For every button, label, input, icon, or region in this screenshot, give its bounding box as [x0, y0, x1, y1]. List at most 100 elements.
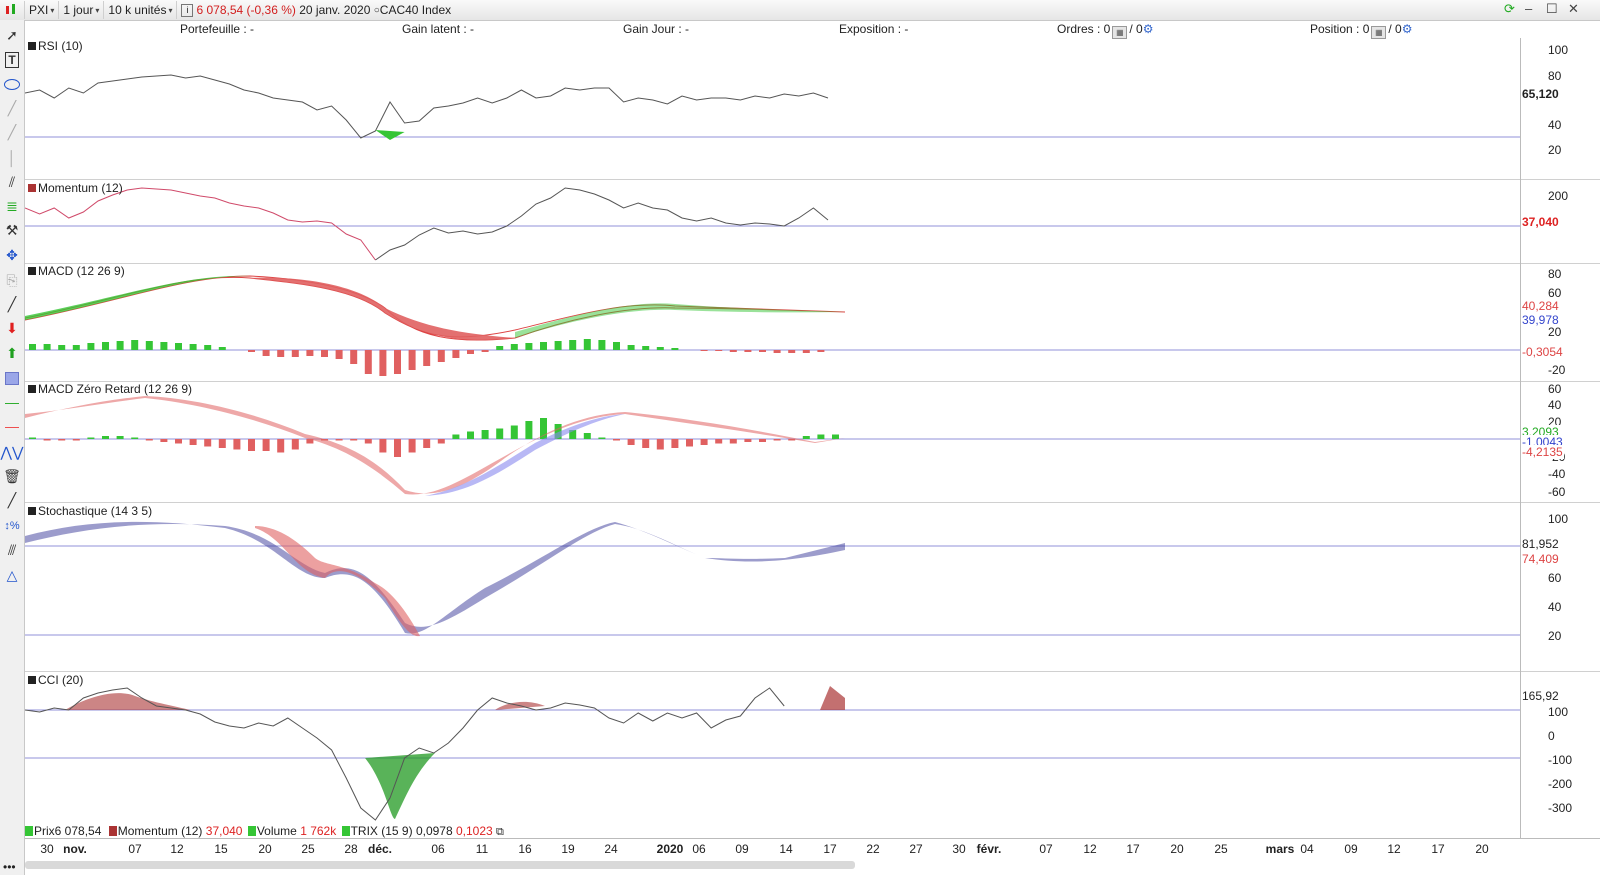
windows-icon[interactable]: ⧉: [496, 826, 504, 838]
gear-icon[interactable]: ⚙: [1142, 22, 1154, 36]
gear-icon[interactable]: ⚙: [1401, 22, 1413, 36]
info-icon[interactable]: i: [181, 3, 194, 17]
regression-icon[interactable]: ⫻: [7, 541, 17, 558]
fibonacci-icon[interactable]: ⫽: [8, 173, 16, 190]
units-selector[interactable]: 10 k unités ▾: [104, 1, 178, 19]
pane-separator[interactable]: [25, 179, 1600, 180]
macd-histogram-bar: [160, 342, 168, 350]
macd-histogram-bar: [540, 342, 547, 350]
cci-pane-title[interactable]: CCI (20): [28, 673, 83, 687]
hline-green-icon[interactable]: —: [5, 394, 19, 410]
date-axis[interactable]: 30 nov. 07 12 15 20 25 28 déc. 06 11 16 19 24 2020 06 09…: [25, 838, 1600, 859]
more-icon[interactable]: •••: [3, 860, 16, 874]
macdzr-histogram-bar: [262, 439, 270, 451]
macdzr-histogram-bar: [145, 439, 153, 441]
maximize-icon[interactable]: ☐: [1546, 1, 1558, 16]
indicator-chart-area[interactable]: [25, 38, 1520, 838]
minimize-icon[interactable]: –: [1525, 1, 1533, 16]
percent-icon[interactable]: ↕%: [4, 520, 20, 532]
axis-label: 80: [1548, 69, 1562, 83]
symbol-label: PXI: [29, 3, 49, 17]
date-tick-label: 17: [823, 842, 837, 856]
momentum-legend-label[interactable]: Momentum (12): [117, 824, 203, 838]
macd-pane-title[interactable]: MACD (12 26 9): [28, 264, 125, 278]
axis-label: 20: [1548, 143, 1562, 157]
volume-label[interactable]: Volume: [256, 824, 297, 838]
vertical-line-icon[interactable]: │: [7, 150, 17, 166]
macd-histogram-bar: [218, 347, 226, 350]
position-group: Position : 0 ▦/ 0⚙: [1310, 22, 1412, 39]
line-tool-icon[interactable]: ╱: [7, 99, 17, 116]
series-color-icon: [28, 42, 36, 50]
date-tick-label: 20: [258, 842, 272, 856]
date-tick-label: 17: [1126, 842, 1140, 856]
trix-label[interactable]: TRIX (15 9): [350, 824, 413, 838]
momentum-pane-title[interactable]: Momentum (12): [28, 181, 123, 195]
units-label: 10 k unités: [108, 3, 167, 17]
series-color-icon: [28, 385, 36, 393]
macd-histogram-bar: [87, 343, 95, 350]
macd-histogram-bar: [364, 350, 372, 374]
chevron-down-icon: ▾: [95, 5, 100, 15]
move-icon[interactable]: ✥: [6, 246, 18, 263]
macdzr-area: [25, 396, 845, 495]
series-color-icon: [28, 184, 36, 192]
pane-separator[interactable]: [25, 671, 1600, 672]
macd-histogram-bar: [437, 350, 445, 362]
trash-icon[interactable]: 🗑: [3, 467, 21, 484]
prix-label[interactable]: Prix: [34, 824, 55, 838]
gann-icon[interactable]: ≣: [6, 197, 18, 214]
date-tick-label: 27: [909, 842, 923, 856]
macdzr-histogram-bar: [423, 439, 431, 448]
refresh-icon[interactable]: ⟳: [1504, 1, 1515, 16]
macd-histogram-bar: [715, 350, 723, 351]
price-axis[interactable]: [1520, 38, 1600, 838]
symbol-selector[interactable]: PXI ▾: [25, 1, 60, 19]
brush-icon[interactable]: ╱: [7, 491, 17, 508]
hline-red-icon[interactable]: —: [5, 418, 19, 434]
select-arrow-icon[interactable]: ➚: [6, 26, 18, 43]
rsi-pane-title[interactable]: RSI (10): [28, 39, 83, 53]
copy-icon[interactable]: ⎘: [6, 271, 18, 288]
rectangle-icon[interactable]: [2, 368, 22, 388]
date-tick-label: 11: [475, 842, 489, 856]
position-book-icon[interactable]: ▦: [1371, 26, 1387, 39]
date-tick-label: 24: [604, 842, 618, 856]
quote-info: i 6 078,54 (-0,36 %) 20 janv. 2020 ○ CAC…: [177, 1, 455, 19]
macdzr-pane-title[interactable]: MACD Zéro Retard (12 26 9): [28, 382, 192, 396]
wave-icon[interactable]: ⋀⋁: [0, 443, 24, 460]
triangle-icon[interactable]: △: [6, 566, 18, 583]
close-icon[interactable]: ✕: [1568, 1, 1579, 16]
pane-separator[interactable]: [25, 263, 1600, 264]
macd-histogram-bar: [248, 350, 255, 352]
axis-label: 60: [1548, 571, 1562, 585]
pencil-icon[interactable]: ╱: [7, 295, 17, 312]
macdzr-bull-area: [425, 414, 625, 496]
macdzr-histogram-bar: [671, 439, 679, 448]
macdzr-histogram-bar: [218, 439, 226, 448]
macdzr-histogram-bar: [802, 436, 810, 439]
axis-label: -60: [1548, 485, 1566, 499]
date-tick-label: 2020: [656, 842, 684, 856]
date-tick-label: 06: [692, 842, 706, 856]
period-selector[interactable]: 1 jour ▾: [59, 1, 105, 19]
buy-arrow-icon[interactable]: ⬆: [6, 344, 18, 361]
order-book-icon[interactable]: ▦: [1112, 26, 1128, 39]
axis-label: 40: [1548, 600, 1562, 614]
chart-type-icon[interactable]: [0, 1, 25, 19]
pitchfork-icon[interactable]: ⚒: [5, 221, 19, 238]
trendline-icon[interactable]: ╱: [7, 123, 17, 140]
axis-label: 40: [1548, 118, 1562, 132]
rsi-value-tag: 65,120: [1521, 87, 1560, 101]
macdzr-histogram-bar: [627, 439, 635, 445]
macdzr-histogram-bar: [540, 418, 547, 439]
horizontal-scrollbar[interactable]: [25, 861, 855, 869]
pane-separator[interactable]: [25, 502, 1600, 503]
ellipse-icon[interactable]: [2, 74, 22, 94]
text-tool-icon[interactable]: T: [2, 50, 22, 70]
date-tick-label: déc.: [367, 842, 393, 856]
stoch-pane-title[interactable]: Stochastique (14 3 5): [28, 504, 152, 518]
sell-arrow-icon[interactable]: ⬇: [6, 319, 18, 336]
pane-separator[interactable]: [25, 381, 1600, 382]
date-tick-label: 09: [1344, 842, 1358, 856]
